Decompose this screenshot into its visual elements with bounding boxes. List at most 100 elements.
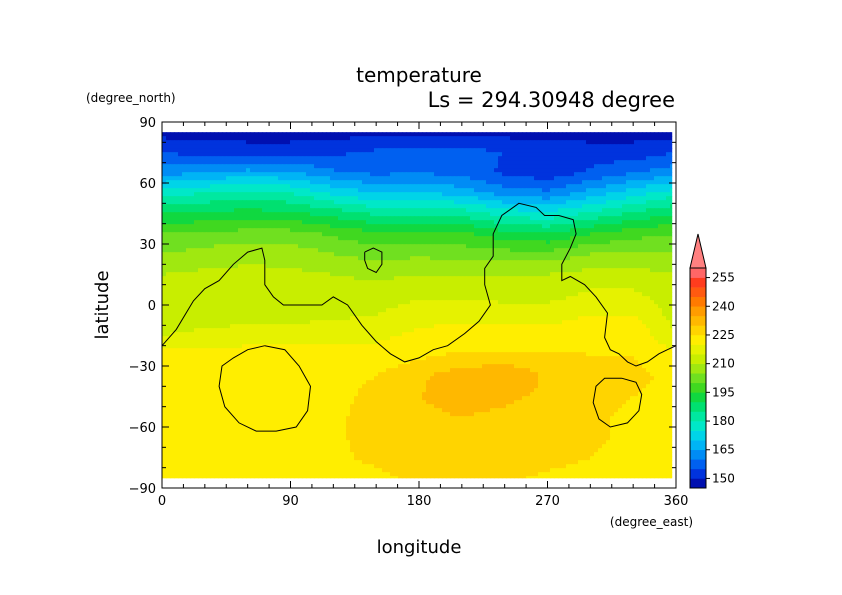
field-cell xyxy=(438,132,443,137)
field-cell xyxy=(210,208,215,213)
field-cell xyxy=(490,208,495,213)
field-cell xyxy=(562,160,567,165)
field-cell xyxy=(590,180,595,185)
field-cell xyxy=(446,284,451,289)
field-cell xyxy=(574,180,579,185)
field-cell xyxy=(466,148,471,153)
field-cell xyxy=(502,148,507,153)
field-cell xyxy=(646,136,651,141)
field-cell xyxy=(226,276,231,281)
field-cell xyxy=(446,236,451,241)
field-cell xyxy=(326,224,331,229)
field-cell xyxy=(410,256,415,261)
field-cell xyxy=(314,180,319,185)
field-cell xyxy=(178,204,183,209)
field-cell xyxy=(374,256,379,261)
field-cell xyxy=(598,140,603,145)
field-cell xyxy=(590,276,595,281)
field-cell xyxy=(226,272,231,277)
field-cell xyxy=(298,256,303,261)
field-cell xyxy=(442,140,447,145)
field-cell xyxy=(362,236,367,241)
field-cell xyxy=(578,212,583,217)
field-cell xyxy=(414,156,419,161)
field-cell xyxy=(410,280,415,285)
field-cell xyxy=(638,200,643,205)
field-cell xyxy=(218,212,223,217)
field-cell xyxy=(262,176,267,181)
field-cell xyxy=(354,188,359,193)
field-cell xyxy=(190,220,195,225)
field-cell xyxy=(350,132,355,137)
field-cell xyxy=(562,204,567,209)
field-cell xyxy=(246,204,251,209)
field-cell xyxy=(166,284,171,289)
field-cell xyxy=(274,224,279,229)
field-cell xyxy=(294,232,299,237)
field-cell xyxy=(326,212,331,217)
field-cell xyxy=(206,272,211,277)
field-cell xyxy=(446,212,451,217)
field-cell xyxy=(506,280,511,285)
field-cell xyxy=(426,172,431,177)
field-cell xyxy=(446,172,451,177)
field-cell xyxy=(234,136,239,141)
field-cell xyxy=(226,240,231,245)
field-cell xyxy=(358,276,363,281)
field-cell xyxy=(398,260,403,265)
field-cell xyxy=(598,160,603,165)
field-cell xyxy=(254,156,259,161)
field-cell xyxy=(670,248,673,253)
field-cell xyxy=(218,284,223,289)
field-cell xyxy=(258,188,263,193)
field-cell xyxy=(634,184,639,189)
field-cell xyxy=(450,148,455,153)
field-cell xyxy=(354,204,359,209)
field-cell xyxy=(214,284,219,289)
field-cell xyxy=(610,188,615,193)
field-cell xyxy=(226,220,231,225)
field-cell xyxy=(326,168,331,173)
field-cell xyxy=(442,136,447,141)
field-cell xyxy=(654,172,659,177)
field-cell xyxy=(538,164,543,169)
field-cell xyxy=(326,260,331,265)
field-cell xyxy=(486,280,491,285)
field-cell xyxy=(226,172,231,177)
field-cell xyxy=(378,156,383,161)
field-cell xyxy=(206,232,211,237)
field-cell xyxy=(502,204,507,209)
field-cell xyxy=(386,284,391,289)
field-cell xyxy=(658,200,663,205)
field-cell xyxy=(414,204,419,209)
field-cell xyxy=(242,208,247,213)
field-cell xyxy=(374,192,379,197)
field-cell xyxy=(506,132,511,137)
field-cell xyxy=(234,284,239,289)
field-cell xyxy=(462,272,467,277)
field-cell xyxy=(374,196,379,201)
field-cell xyxy=(366,268,371,273)
field-cell xyxy=(594,212,599,217)
field-cell xyxy=(450,160,455,165)
field-cell xyxy=(518,196,523,201)
field-cell xyxy=(350,236,355,241)
field-cell xyxy=(354,240,359,245)
field-cell xyxy=(170,272,175,277)
field-cell xyxy=(186,196,191,201)
field-cell xyxy=(590,152,595,157)
field-cell xyxy=(454,152,459,157)
field-cell xyxy=(402,136,407,141)
field-cell xyxy=(462,256,467,261)
field-cell xyxy=(234,184,239,189)
field-cell xyxy=(626,216,631,221)
field-cell xyxy=(250,236,255,241)
field-cell xyxy=(590,208,595,213)
field-cell xyxy=(426,264,431,269)
field-cell xyxy=(254,172,259,177)
field-cell xyxy=(614,280,619,285)
field-cell xyxy=(258,180,263,185)
field-cell xyxy=(526,276,531,281)
field-cell xyxy=(642,268,647,273)
field-cell xyxy=(166,192,171,197)
